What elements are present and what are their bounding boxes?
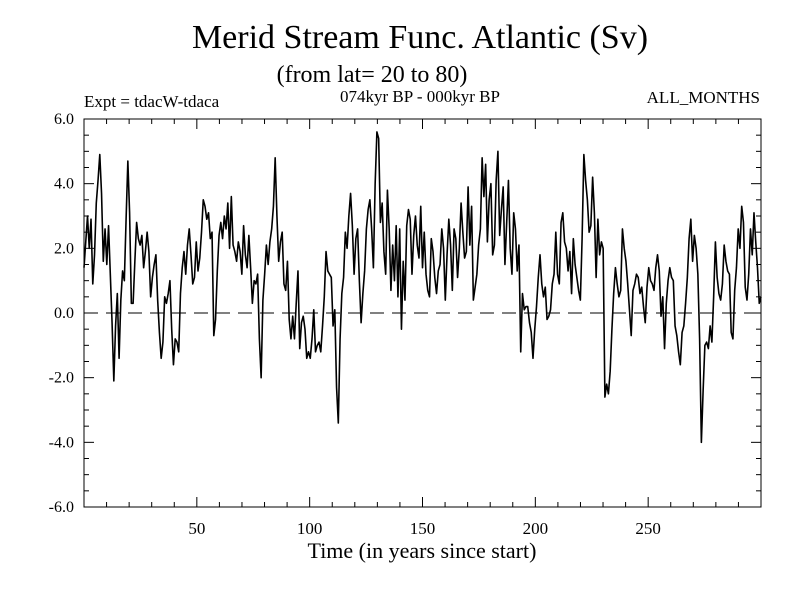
- months-label: ALL_MONTHS: [647, 88, 760, 107]
- tick-labels: 50 100 150 200 250 6.0 4.0 2.0 0.0 -2.0 -4.0 -6.0: [49, 111, 661, 538]
- plot-frame: [83, 118, 762, 508]
- y-tick-label: 2.0: [54, 240, 74, 257]
- y-tick-label: 0.0: [54, 305, 74, 322]
- x-tick-label: 100: [297, 519, 323, 538]
- x-tick-label: 150: [410, 519, 436, 538]
- y-tick-label: 4.0: [54, 176, 74, 193]
- y-tick-label: -4.0: [49, 434, 74, 451]
- period-label: 074kyr BP - 000kyr BP: [340, 87, 500, 106]
- x-tick-label: 50: [188, 519, 205, 538]
- x-axis-label: Time (in years since start): [308, 538, 537, 563]
- experiment-label: Expt = tdacW-tdaca: [84, 92, 220, 111]
- chart-subtitle: (from lat= 20 to 80): [277, 62, 468, 88]
- y-tick-label: -2.0: [49, 370, 74, 387]
- y-tick-label: -6.0: [49, 499, 74, 516]
- chart-title: Merid Stream Func. Atlantic (Sv): [192, 19, 648, 56]
- series-line: [83, 131, 762, 444]
- x-tick-label: 250: [635, 519, 661, 538]
- y-tick-label: 6.0: [54, 111, 74, 128]
- x-tick-label: 200: [523, 519, 549, 538]
